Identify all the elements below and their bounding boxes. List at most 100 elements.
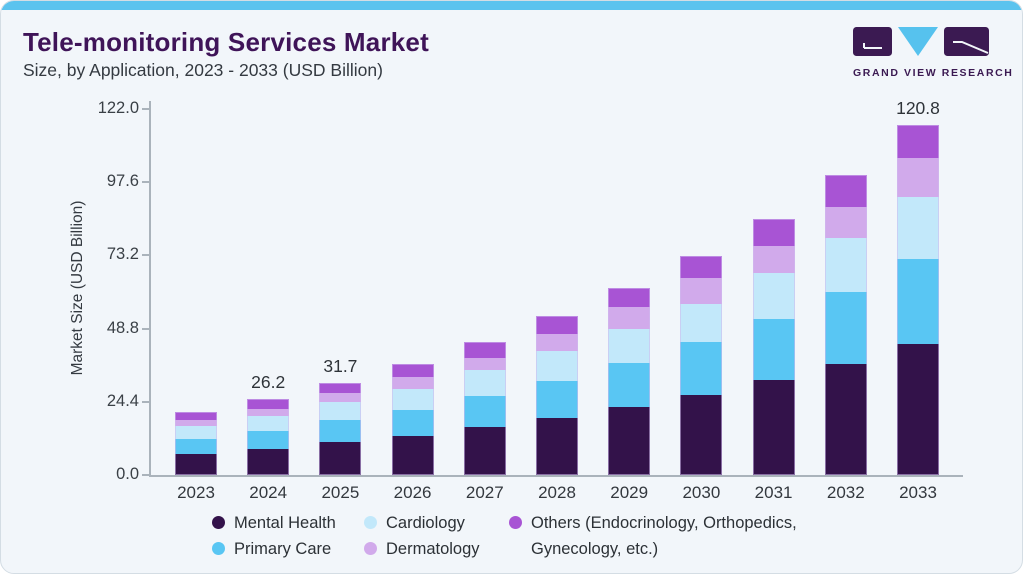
- y-tick-mark: [142, 327, 149, 330]
- bar-segment: [536, 381, 578, 419]
- x-axis-line: [149, 475, 963, 477]
- bar-segment: [752, 319, 795, 381]
- bar-segment: [391, 388, 434, 410]
- y-tick-mark: [142, 474, 149, 476]
- bar-segment: [391, 377, 434, 389]
- bar-segment: [897, 343, 939, 475]
- bar-segment: [824, 238, 867, 292]
- bar-segment: [824, 206, 867, 239]
- bar-segment: [247, 408, 290, 416]
- bar-segment: [463, 370, 506, 396]
- bar-2029: [608, 287, 651, 475]
- bar-segment: [824, 291, 867, 365]
- bar-segment: [247, 399, 290, 409]
- bar-segment: [824, 364, 867, 475]
- bar-segment: [175, 425, 217, 440]
- bar-segment: [608, 406, 651, 475]
- y-tick-mark: [142, 254, 149, 257]
- legend-dot-mental-health: [212, 516, 225, 529]
- bar-segment: [897, 124, 939, 159]
- bar-segment: [680, 303, 723, 343]
- bar-segment: [319, 420, 362, 443]
- y-tick-label: 122.0: [97, 98, 139, 117]
- bar-segment: [897, 158, 939, 198]
- top-accent-bar: [1, 1, 1022, 10]
- y-tick-label: 73.2: [106, 245, 139, 264]
- bar-segment: [463, 357, 506, 371]
- x-tick-label: 2025: [321, 483, 360, 502]
- legend-label: Primary Care: [234, 540, 332, 558]
- bar-segment: [247, 430, 290, 450]
- page-title: Tele-monitoring Services Market: [23, 27, 429, 57]
- bar-segment: [608, 307, 651, 329]
- bar-segment: [536, 351, 578, 382]
- y-tick-mark: [142, 400, 149, 403]
- x-tick-label: 2028: [538, 483, 576, 502]
- bar-segment: [319, 442, 362, 475]
- y-tick-label: 0.0: [116, 465, 139, 483]
- bar-segment: [391, 409, 434, 437]
- bar-segment: [391, 363, 434, 378]
- legend-label: Others (Endocrinology, Orthopedics, Gyne…: [531, 514, 797, 558]
- bar-segment: [391, 436, 434, 475]
- bar-segment: [247, 449, 290, 475]
- legend-item-others: Others (Endocrinology, Orthopedics, Gyne…: [509, 513, 839, 562]
- bar-segment: [608, 287, 651, 308]
- legend-dot-cardiology: [364, 516, 377, 529]
- bar-2026: [391, 363, 434, 475]
- bar-2023: [175, 412, 217, 475]
- legend-label: Dermatology: [386, 540, 480, 558]
- bar-value-label: 31.7: [323, 356, 358, 377]
- y-tick-mark: [142, 107, 149, 110]
- x-tick-label: 2033: [899, 483, 937, 502]
- x-tick-label: 2030: [682, 483, 721, 502]
- bar-segment: [247, 415, 290, 431]
- bar-segment: [175, 439, 217, 454]
- bar-segment: [175, 453, 217, 475]
- bar-2031: [752, 218, 795, 475]
- bar-segment: [752, 272, 795, 320]
- x-tick-label: 2032: [826, 483, 865, 502]
- bar-segment: [897, 197, 939, 259]
- legend-item-primary-care: Primary Care: [212, 539, 331, 562]
- bar-segment: [175, 419, 217, 426]
- bar-segment: [463, 342, 506, 358]
- y-axis-line: [149, 101, 151, 476]
- bar-segment: [752, 218, 795, 246]
- bar-2030: [680, 255, 723, 475]
- bar-segment: [319, 383, 362, 394]
- logo-wordmark: GRAND VIEW RESEARCH: [853, 67, 1014, 79]
- bar-segment: [752, 380, 795, 475]
- bar-2027: [463, 342, 506, 475]
- bar-segment: [536, 418, 578, 475]
- x-tick-label: 2031: [754, 483, 793, 502]
- bar-segment: [319, 393, 362, 403]
- y-tick-mark: [142, 181, 149, 183]
- bar-segment: [536, 316, 578, 334]
- bar-segment: [680, 278, 723, 304]
- bar-segment: [824, 175, 867, 207]
- bar-segment: [536, 333, 578, 352]
- bar-2024: [247, 399, 290, 475]
- bar-2032: [824, 175, 867, 475]
- gvr-logo-icon: [853, 27, 989, 56]
- legend-label: Mental Health: [234, 514, 336, 532]
- bar-segment: [680, 394, 723, 475]
- legend-dot-others: [509, 516, 522, 529]
- x-tick-label: 2026: [393, 483, 432, 502]
- bar-segment: [463, 427, 506, 475]
- bar-value-label: 120.8: [896, 97, 940, 118]
- x-tick-label: 2023: [177, 483, 215, 502]
- bar-segment: [463, 395, 506, 428]
- x-tick-label: 2027: [465, 483, 504, 502]
- legend-item-cardiology: Cardiology: [364, 513, 465, 536]
- y-axis-title: Market Size (USD Billion): [69, 200, 86, 376]
- bar-segment: [680, 342, 723, 395]
- legend-dot-primary-care: [212, 542, 225, 555]
- bar-value-label: 26.2: [251, 372, 286, 393]
- y-tick-label: 24.4: [106, 391, 139, 410]
- legend-item-mental-health: Mental Health: [212, 513, 336, 536]
- x-tick-label: 2029: [610, 483, 649, 502]
- y-tick-label: 97.6: [106, 172, 139, 190]
